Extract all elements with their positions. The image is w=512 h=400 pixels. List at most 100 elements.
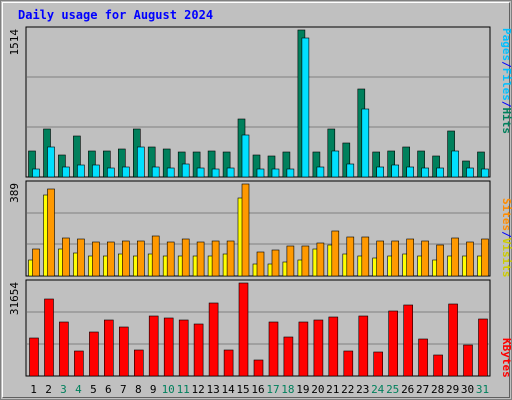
bar-files-day-6 [107,167,115,178]
bar-files-day-14 [226,167,235,178]
bar-files-day-30 [466,167,474,178]
x-tick-label-3: 3 [60,383,67,396]
legend-sites-visits: Sites/Visits [500,198,512,278]
bar-sites-day-29 [451,237,459,277]
bar-files-day-26 [406,166,415,178]
bar-kbytes-day-3 [59,321,69,377]
bar-files-day-8 [137,146,145,178]
legend-hits-files-pages: Pages/Files/Hits [500,28,512,134]
bar-kbytes-day-4 [74,350,84,377]
bar-files-day-20 [316,166,325,178]
x-tick-label-21: 21 [326,383,339,396]
panel-kbytes: 31654 [8,279,491,377]
bar-hits-day-28 [432,155,440,178]
bar-files-day-19 [301,37,310,178]
x-tick-label-12: 12 [191,383,204,396]
bar-files-day-3 [62,166,70,178]
bar-kbytes-day-19 [298,321,309,377]
bar-sites-day-7 [122,240,130,277]
bar-hits-day-1 [28,150,36,178]
bar-kbytes-day-10 [163,317,174,377]
x-tick-label-9: 9 [150,383,157,396]
bar-sites-day-25 [391,240,400,277]
bar-kbytes-day-24 [373,351,384,377]
bar-kbytes-day-23 [358,315,369,377]
chart-title: Daily usage for August 2024 [18,8,213,22]
bar-files-day-12 [196,167,205,178]
bar-sites-day-24 [376,240,385,277]
x-tick-label-22: 22 [341,383,354,396]
bar-files-day-16 [256,168,265,178]
bar-hits-day-22 [342,142,351,178]
bar-files-day-31 [481,168,489,178]
x-tick-label-25: 25 [386,383,399,396]
svg-text:KBytes: KBytes [500,338,512,378]
x-tick-label-8: 8 [135,383,142,396]
bar-hits-day-26 [402,146,411,178]
bar-files-day-13 [211,168,220,178]
bar-sites-day-27 [421,240,429,277]
panel-visits-sites-ymax-label: 389 [8,183,21,203]
x-tick-label-27: 27 [416,383,429,396]
bar-kbytes-day-16 [253,359,264,377]
x-tick-label-28: 28 [431,383,444,396]
bar-files-day-5 [92,164,100,178]
bar-hits-day-24 [372,151,381,178]
x-tick-label-7: 7 [120,383,127,396]
x-tick-label-18: 18 [281,383,294,396]
bar-sites-day-2 [47,188,55,277]
bar-hits-day-25 [387,150,396,178]
bar-kbytes-day-7 [119,326,129,377]
legend-files: Files [500,68,512,101]
bar-sites-day-13 [211,240,220,277]
bar-sites-day-31 [481,238,489,277]
bar-files-day-21 [331,150,340,178]
x-tick-label-6: 6 [105,383,112,396]
legend-hits: Hits [500,108,512,135]
x-tick-label-30: 30 [461,383,474,396]
bar-files-day-22 [346,163,355,178]
bar-kbytes-day-22 [343,350,354,377]
bar-kbytes-day-11 [178,319,189,377]
bar-sites-day-23 [361,236,370,277]
bar-sites-day-1 [32,248,40,277]
bar-kbytes-day-26 [403,304,414,377]
x-tick-label-17: 17 [266,383,279,396]
bar-kbytes-day-9 [148,315,159,377]
bar-sites-day-9 [151,235,160,277]
x-tick-label-19: 19 [296,383,309,396]
bar-files-day-29 [451,150,459,178]
bar-kbytes-day-6 [104,319,114,377]
x-tick-label-13: 13 [206,383,219,396]
x-tick-label-15: 15 [236,383,249,396]
bar-files-day-28 [436,167,444,178]
bar-sites-day-14 [226,240,235,277]
legend-kbytes-group: KBytes [500,338,512,378]
bar-sites-day-30 [466,241,474,277]
bar-kbytes-day-29 [448,303,458,377]
bar-files-day-1 [32,168,40,178]
bar-hits-day-16 [252,154,261,178]
bar-files-day-23 [361,108,370,178]
bar-hits-day-10 [162,148,171,178]
svg-text:Pages/Files/Hits: Pages/Files/Hits [500,28,512,134]
legend-kbytes: KBytes [500,338,512,378]
x-tick-label-23: 23 [356,383,369,396]
bar-sites-day-12 [196,241,205,277]
bar-kbytes-day-18 [283,336,294,377]
bar-kbytes-day-28 [433,354,443,377]
legend-sep-3: / [500,231,512,238]
bar-kbytes-day-27 [418,338,428,377]
bar-sites-day-10 [166,241,175,277]
bar-hits-day-31 [477,151,485,178]
legend-sep-2: / [500,101,512,108]
bar-kbytes-day-15 [238,282,249,377]
bar-kbytes-day-12 [193,323,204,377]
bar-files-day-7 [122,166,130,178]
panel-visits-sites: 389 [8,180,491,277]
bar-sites-day-22 [346,236,355,277]
bar-sites-day-20 [316,242,325,277]
x-tick-label-14: 14 [221,383,235,396]
bar-kbytes-day-20 [313,319,324,377]
